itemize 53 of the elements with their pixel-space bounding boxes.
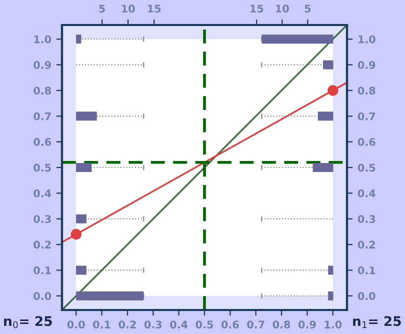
x-tick-label: 0.0 bbox=[67, 320, 85, 328]
y-tick-label: 1.0 bbox=[34, 35, 52, 44]
bar bbox=[322, 60, 334, 70]
x-tick-label: 0.8 bbox=[272, 320, 290, 328]
bar bbox=[318, 112, 334, 121]
y-tick-label: 0.6 bbox=[34, 138, 52, 146]
bar bbox=[76, 34, 82, 44]
bar bbox=[312, 163, 334, 172]
bar bbox=[328, 291, 334, 300]
x-tick-label: 0.9 bbox=[298, 320, 316, 328]
x-tick-label: 0.7 bbox=[247, 320, 264, 328]
bar bbox=[76, 266, 86, 275]
x-tick-label: 0.6 bbox=[221, 320, 239, 328]
x-tick-label: 1.0 bbox=[324, 320, 342, 328]
y2-tick-label: 0.5 bbox=[358, 164, 376, 172]
y-tick-label: 0.5 bbox=[34, 164, 51, 172]
y-tick-label: 0.3 bbox=[34, 215, 51, 223]
y-tick-label: 0.1 bbox=[34, 266, 51, 274]
x-tick-label: 0.1 bbox=[93, 320, 110, 328]
y-tick-label: 0.8 bbox=[34, 86, 51, 95]
bar bbox=[76, 291, 144, 300]
x-tick-label: 0.4 bbox=[170, 320, 188, 328]
y2-tick-label: 0.4 bbox=[358, 189, 376, 198]
bar bbox=[262, 34, 334, 44]
x-tick-label: 10 bbox=[276, 4, 289, 13]
x-tick-label: 5 bbox=[304, 4, 311, 13]
bar bbox=[76, 112, 97, 121]
x-tick-label: 0.2 bbox=[118, 320, 136, 328]
y-tick-label: 0.7 bbox=[34, 112, 51, 120]
y2-tick-label: 1.0 bbox=[358, 35, 376, 44]
y-tick-label: 0.0 bbox=[34, 292, 52, 300]
y-tick-label: 0.9 bbox=[34, 61, 51, 69]
y2-tick-label: 0.1 bbox=[358, 266, 376, 274]
text: n$_{1}$= 25 bbox=[353, 316, 401, 328]
x-tick-label: 0.3 bbox=[144, 320, 162, 328]
x-tick-label: 0.5 bbox=[196, 320, 213, 328]
x-tick-label: 15 bbox=[250, 4, 264, 13]
bar bbox=[76, 163, 92, 172]
y-tick-label: 0.2 bbox=[34, 240, 51, 249]
y2-tick-label: 0.2 bbox=[358, 240, 375, 249]
y2-tick-label: 0.7 bbox=[358, 112, 376, 120]
y2-tick-label: 0.6 bbox=[358, 138, 376, 146]
y-tick-label: 0.4 bbox=[34, 189, 52, 198]
y2-tick-label: 0.3 bbox=[358, 215, 376, 223]
y2-tick-label: 0.8 bbox=[358, 86, 376, 95]
y2-tick-label: 0.0 bbox=[358, 292, 376, 300]
x-tick-label: 10 bbox=[122, 4, 135, 13]
y2-tick-label: 0.9 bbox=[358, 61, 376, 69]
bar bbox=[328, 266, 334, 275]
bar bbox=[76, 214, 86, 224]
x-tick-label: 5 bbox=[99, 4, 105, 13]
text: n$_{0}$= 25 bbox=[4, 316, 52, 328]
x-tick-label: 15 bbox=[148, 4, 161, 13]
